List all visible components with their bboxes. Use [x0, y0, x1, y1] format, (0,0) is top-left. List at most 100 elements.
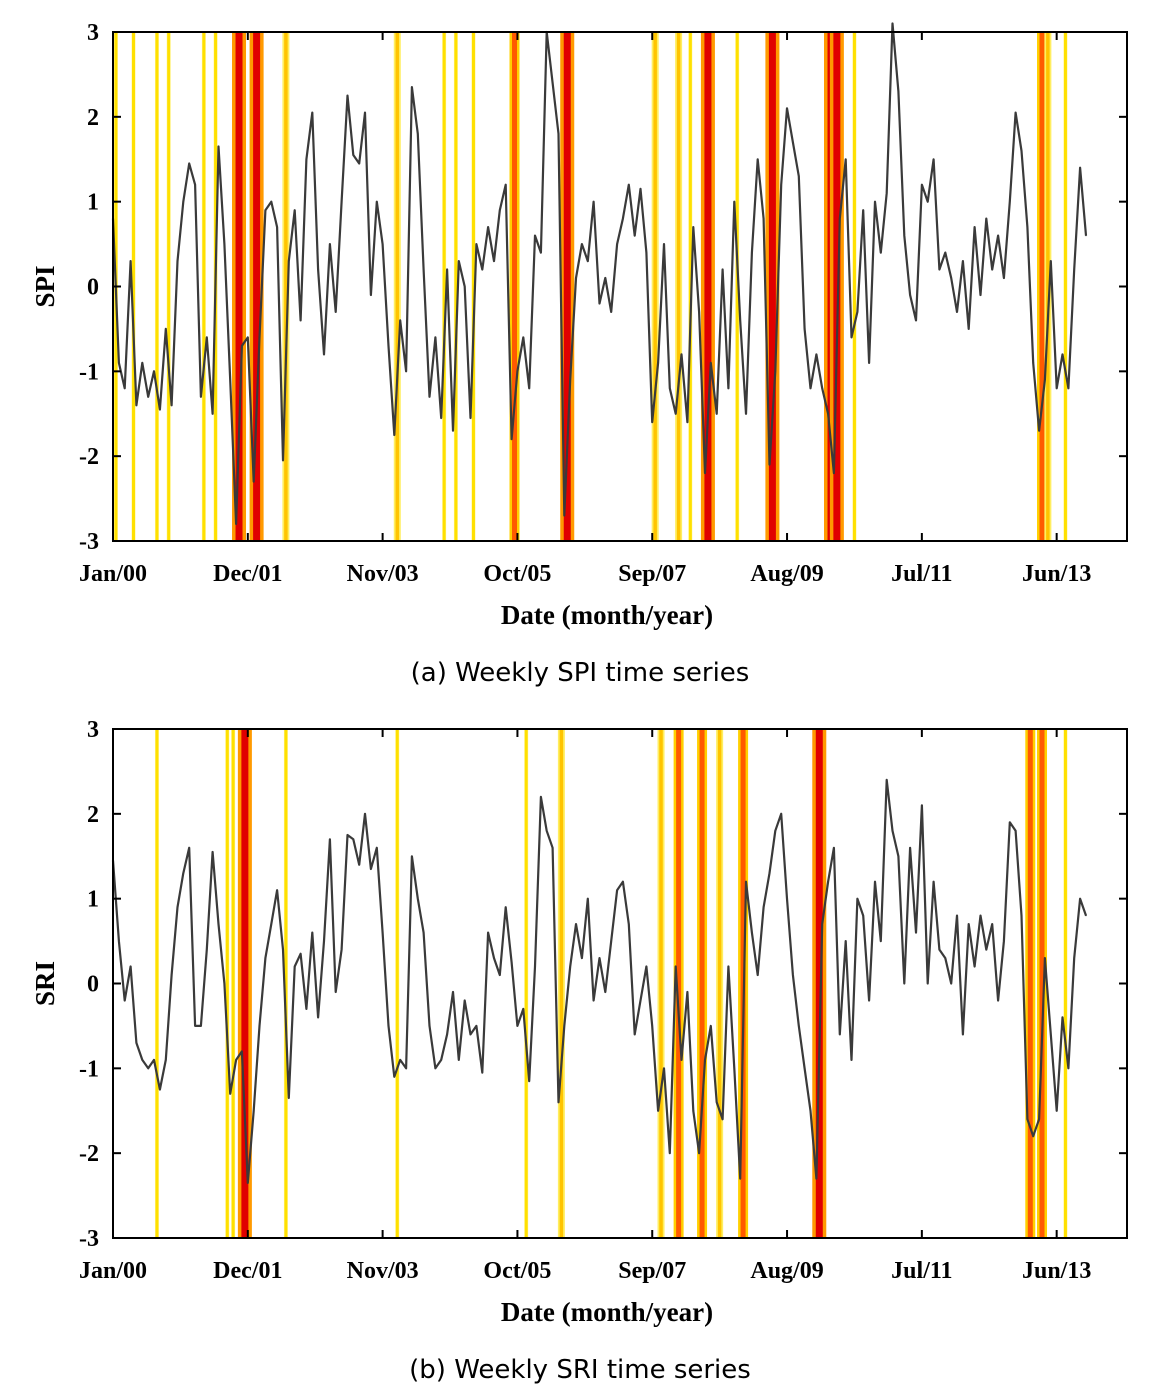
data-point — [845, 158, 847, 160]
data-point — [850, 1059, 853, 1061]
data-point — [616, 243, 618, 245]
data-point — [669, 387, 671, 389]
figure-caption: (b) Weekly SRI time series — [409, 1355, 751, 1385]
data-point — [364, 111, 366, 114]
data-point — [956, 311, 958, 313]
data-point — [546, 830, 548, 832]
data-point — [669, 1152, 671, 1154]
data-point — [1073, 957, 1075, 959]
data-point — [763, 906, 765, 908]
data-point — [124, 999, 126, 1002]
data-point — [129, 260, 132, 262]
data-point — [340, 948, 343, 951]
series-line — [111, 778, 1088, 1184]
data-point — [247, 1182, 249, 1184]
data-point — [135, 404, 138, 406]
data-point — [856, 311, 858, 313]
data-point — [129, 965, 132, 968]
data-point — [962, 260, 964, 262]
data-point — [845, 940, 847, 942]
data-point — [329, 838, 331, 840]
drought-band-core — [688, 32, 692, 541]
data-point — [1015, 111, 1017, 114]
drought-band-core — [735, 32, 739, 541]
data-point — [833, 847, 835, 849]
drought-band-core — [231, 729, 235, 1238]
data-point — [757, 974, 759, 976]
spi-chart: 3 2 1 0 -1 -2 -3 Jan/00 Dec/01 Nov/03 Oct/05 Sep/07… — [30, 20, 1128, 688]
data-point — [891, 22, 894, 25]
drought-band-core — [284, 729, 288, 1238]
y-axis-label: SRI — [30, 961, 60, 1006]
data-point — [956, 915, 958, 917]
data-point — [510, 961, 513, 963]
data-point — [288, 1097, 290, 1099]
data-point — [1009, 821, 1011, 823]
data-point — [739, 319, 741, 322]
data-point — [182, 201, 184, 203]
data-point — [686, 991, 689, 993]
drought-band-core — [1063, 32, 1067, 541]
data-point — [440, 1059, 442, 1061]
data-point — [370, 294, 372, 296]
data-point — [839, 218, 841, 220]
data-point — [241, 345, 243, 347]
data-point — [1079, 898, 1081, 900]
data-point — [399, 1059, 401, 1061]
data-point — [434, 1067, 436, 1069]
data-point — [962, 1033, 964, 1035]
data-point — [786, 107, 788, 109]
data-point — [739, 1178, 741, 1180]
data-point — [481, 1071, 483, 1074]
data-point — [716, 413, 718, 415]
data-point — [276, 889, 278, 891]
y-tick-label: 3 — [87, 20, 99, 46]
y-tick-label: -3 — [79, 529, 99, 555]
drought-band-core — [659, 729, 663, 1238]
data-point — [387, 345, 390, 347]
data-point — [593, 201, 595, 203]
data-point — [1009, 201, 1011, 203]
x-tick-label: Jul/11 — [891, 561, 952, 587]
data-point — [698, 1152, 700, 1154]
data-point — [657, 362, 659, 364]
data-point — [165, 1059, 167, 1061]
data-point — [639, 999, 642, 1002]
data-point — [264, 957, 266, 959]
data-point — [985, 218, 987, 220]
data-point — [522, 336, 524, 338]
data-point — [299, 953, 302, 955]
x-tick-label: Jun/13 — [1022, 1258, 1091, 1284]
drought-band-core — [1063, 729, 1067, 1238]
data-point — [639, 188, 642, 190]
data-point — [733, 201, 735, 203]
drought-band-core — [225, 729, 229, 1238]
data-point — [270, 201, 272, 203]
data-point — [206, 948, 208, 951]
data-point — [809, 1110, 812, 1112]
data-point — [247, 336, 249, 338]
data-point — [223, 982, 225, 985]
data-point — [317, 268, 319, 271]
data-point — [610, 311, 612, 313]
data-point — [276, 226, 278, 228]
data-point — [159, 408, 161, 411]
data-point — [909, 294, 911, 296]
drought-band-core — [235, 32, 243, 541]
data-point — [979, 915, 982, 917]
data-point — [1020, 150, 1023, 152]
data-point — [733, 1067, 735, 1069]
data-point — [932, 158, 935, 160]
data-point — [235, 523, 237, 525]
x-tick-label: Oct/05 — [483, 561, 551, 587]
y-tick-label: -1 — [79, 359, 99, 385]
data-point — [194, 1025, 196, 1027]
drought-band-core — [395, 32, 400, 541]
drought-band-core — [471, 32, 475, 541]
data-point — [452, 430, 454, 432]
x-tick-label: Dec/01 — [213, 1258, 282, 1284]
data-point — [569, 965, 571, 968]
data-point — [411, 855, 413, 857]
data-point — [294, 965, 296, 968]
data-point — [253, 1110, 255, 1112]
